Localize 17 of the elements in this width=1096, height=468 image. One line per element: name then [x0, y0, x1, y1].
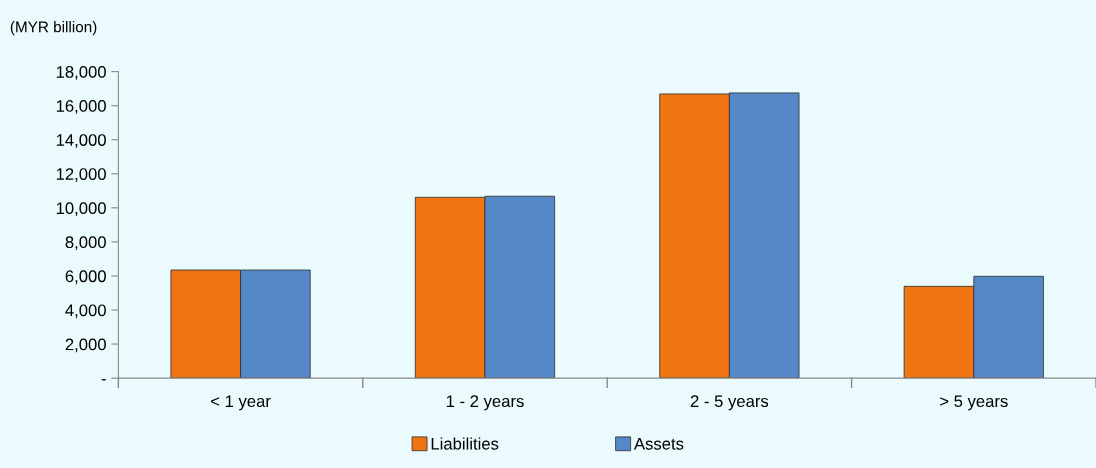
y-tick-label: - — [101, 379, 106, 381]
legend-label: Liabilities — [431, 437, 499, 450]
y-tick-label: 4,000 — [65, 304, 106, 319]
y-tick-label: 2,000 — [65, 338, 106, 353]
y-tick-label: 6,000 — [65, 270, 106, 285]
y-axis-title: (MYR billion) — [10, 21, 97, 36]
x-tick-label: 1 - 2 years — [446, 395, 524, 411]
x-tick-label: 2 - 5 years — [690, 395, 769, 411]
y-tick-label: 12,000 — [56, 168, 106, 182]
legend-label: Assets — [633, 438, 684, 450]
y-tick-label: 14,000 — [56, 134, 106, 148]
x-tick-label: > 5 years — [940, 395, 1008, 411]
y-tick-label: 16,000 — [56, 100, 106, 114]
x-tick-label: < 1 year — [211, 395, 271, 411]
y-tick-label: 18,000 — [56, 66, 106, 80]
y-tick-label: 10,000 — [56, 202, 106, 217]
y-tick-label: 8,000 — [65, 236, 106, 251]
